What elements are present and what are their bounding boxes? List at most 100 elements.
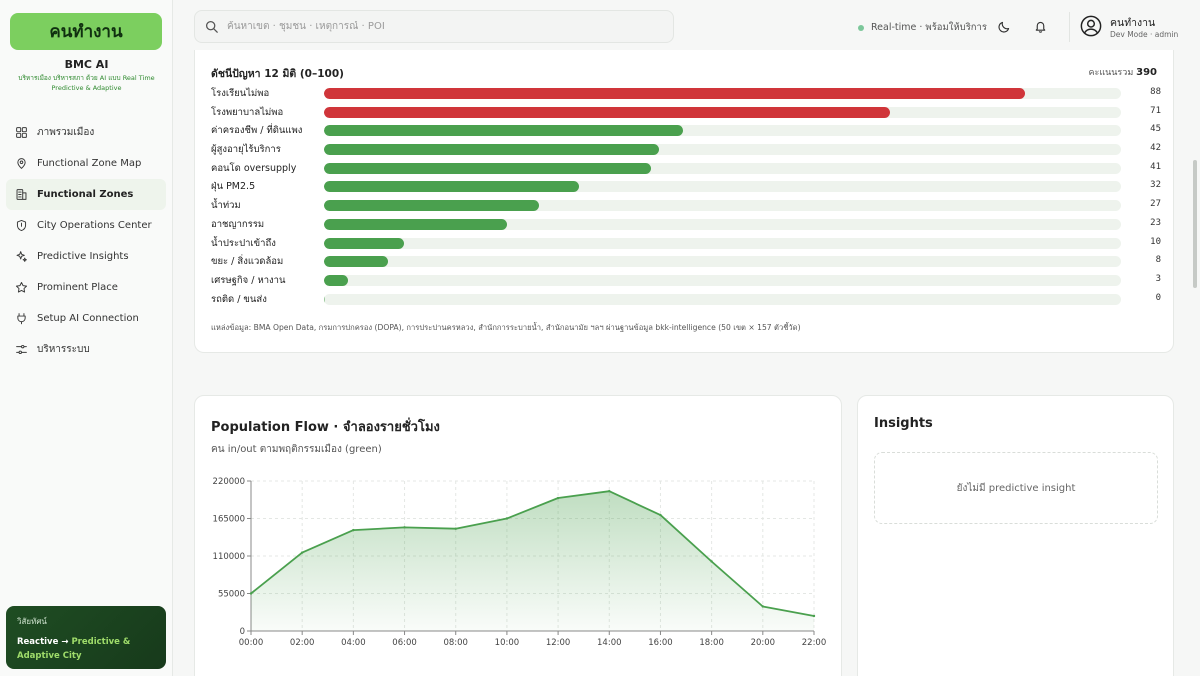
index-row-bar <box>324 106 890 118</box>
index-row-label: อาชญากรรม <box>211 218 265 230</box>
vision-text: Reactive → Predictive & Adaptive City <box>17 635 155 663</box>
brand-subtitle: บริหารเมือง บริหารสภา ด้วย AI แบบ Real T… <box>18 74 155 92</box>
index-title: ดัชนีปัญหา 12 มิติ (0–100) <box>211 68 344 80</box>
population-point <box>761 605 765 608</box>
sidebar-item-functional-zone-map[interactable]: Functional Zone Map <box>6 148 166 179</box>
index-row-bar <box>324 125 683 137</box>
sidebar-item-label: Prominent Place <box>37 282 118 293</box>
index-total-label: คะแนนรวม <box>1088 68 1134 78</box>
population-point <box>659 513 662 517</box>
index-row-value: 41 <box>1150 161 1161 172</box>
index-row-track <box>324 237 1121 249</box>
x-tick-label: 12:00 <box>546 638 571 648</box>
shield-icon <box>14 219 28 233</box>
population-point <box>249 592 253 595</box>
user-name[interactable]: คนทำงาน <box>1110 17 1156 29</box>
index-row: เศรษฐกิจ / หางาน 3 <box>211 271 1161 290</box>
app-logo[interactable]: คนทำงาน <box>10 13 162 50</box>
index-row: โรงพยาบาลไม่พอ 71 <box>211 103 1161 122</box>
brand-title: BMC AI <box>64 58 109 71</box>
population-line <box>250 490 815 617</box>
vision-label: วิสัยทัศน์ <box>17 617 47 626</box>
grid-icon <box>14 126 28 140</box>
realtime-status: Real-time · พร้อมให้บริการ <box>858 20 987 35</box>
sidebar-item-7[interactable]: บริหารระบบ <box>6 334 166 365</box>
sidebar-item-prominent-place[interactable]: Prominent Place <box>6 272 166 303</box>
population-point <box>556 496 560 500</box>
x-tick-label: 22:00 <box>802 638 827 648</box>
population-point <box>812 614 816 618</box>
sidebar-item-label: Functional Zone Map <box>37 158 142 169</box>
search-input[interactable] <box>227 21 647 32</box>
index-row-track <box>324 144 1121 156</box>
index-row-bar <box>324 218 508 230</box>
index-row-value: 8 <box>1155 255 1161 266</box>
population-flow-chart: 220000 165000 110000 55000 000:00 02:00 04:00 0… <box>213 477 827 648</box>
status-dot <box>858 24 864 31</box>
y-tick-label: 0 <box>240 627 245 637</box>
index-row-value: 42 <box>1150 143 1161 154</box>
sidebar-item-functional-zones[interactable]: Functional Zones <box>6 179 166 210</box>
index-row-track <box>324 106 1121 118</box>
index-row: น้ำท่วม 27 <box>211 196 1161 215</box>
user-avatar-icon[interactable] <box>1080 15 1102 37</box>
y-tick-label: 110000 <box>213 552 245 562</box>
x-tick-label: 14:00 <box>597 638 622 648</box>
index-row-value: 45 <box>1150 124 1161 135</box>
index-row-label: ผู้สูงอายุไร้บริการ <box>211 144 281 156</box>
population-point <box>454 527 457 530</box>
insights-title: Insights <box>874 416 933 431</box>
population-point <box>710 560 713 563</box>
index-row-value: 3 <box>1155 273 1161 284</box>
theme-toggle-button[interactable] <box>996 18 1012 34</box>
plug-icon <box>14 312 28 326</box>
population-point <box>352 528 355 532</box>
sidebar-item-label: บริหารระบบ <box>37 344 90 355</box>
index-row-track <box>324 162 1121 174</box>
sparkles-icon <box>14 250 28 264</box>
index-row-label: น้ำประปาเข้าถึง <box>211 237 276 249</box>
y-tick-label: 55000 <box>218 590 245 600</box>
index-row-bar <box>324 293 325 305</box>
index-row: อาชญากรรม 23 <box>211 215 1161 234</box>
x-tick-label: 08:00 <box>443 638 468 648</box>
index-row-bar <box>324 274 348 286</box>
index-row-bar <box>324 144 659 156</box>
index-row-value: 88 <box>1150 87 1161 97</box>
notifications-button[interactable] <box>1032 18 1048 34</box>
sidebar-item-label: City Operations Center <box>37 220 152 231</box>
page-scrollbar[interactable] <box>1193 160 1197 288</box>
index-row-bar <box>324 88 1026 99</box>
population-point <box>608 490 611 493</box>
sidebar-item-setup-ai-connection[interactable]: Setup AI Connection <box>6 303 166 334</box>
index-row-value: 23 <box>1150 217 1161 228</box>
sidebar-item-label: Predictive Insights <box>37 251 129 262</box>
index-row-label: ค่าครองชีพ / ที่ดินแพง <box>211 125 303 137</box>
index-row: น้ำประปาเข้าถึง 10 <box>211 234 1161 253</box>
index-source: แหล่งข้อมูล: BMA Open Data, กรมการปกครอง… <box>211 323 801 332</box>
index-row-value: 71 <box>1150 105 1161 116</box>
index-row: รถติด / ขนส่ง 0 <box>211 290 1161 309</box>
index-row-track <box>324 88 1121 99</box>
search-icon <box>205 20 218 33</box>
moon-icon <box>998 21 1009 32</box>
index-row-label: รถติด / ขนส่ง <box>211 293 267 305</box>
index-row: ขยะ / สิ่งแวดล้อม 8 <box>211 252 1161 271</box>
insights-card: Insights ยังไม่มี predictive insight <box>857 395 1174 676</box>
index-row-bar <box>324 181 580 193</box>
sidebar-item-city-operations-center[interactable]: City Operations Center <box>6 210 166 241</box>
search-bar[interactable] <box>194 10 674 43</box>
vision-card: วิสัยทัศน์ Reactive → Predictive & Adapt… <box>6 606 166 669</box>
index-row-value: 32 <box>1150 180 1161 191</box>
index-row-track <box>324 200 1121 212</box>
sidebar-item-predictive-insights[interactable]: Predictive Insights <box>6 241 166 272</box>
x-tick-label: 10:00 <box>495 638 519 648</box>
problem-index-card: ดัชนีปัญหา 12 มิติ (0–100) คะแนนรวม 390 … <box>194 50 1174 353</box>
index-row-track <box>324 181 1121 193</box>
population-point <box>403 526 406 529</box>
sidebar-item-0[interactable]: ภาพรวมเมือง <box>6 117 166 148</box>
sidebar-nav: ภาพรวมเมือง Functional Zone Map Functional… <box>6 117 166 365</box>
index-row: โรงเรียนไม่พอ 88 <box>211 84 1161 103</box>
insights-empty-state: ยังไม่มี predictive insight <box>874 452 1158 524</box>
x-tick-label: 00:00 <box>239 638 264 648</box>
